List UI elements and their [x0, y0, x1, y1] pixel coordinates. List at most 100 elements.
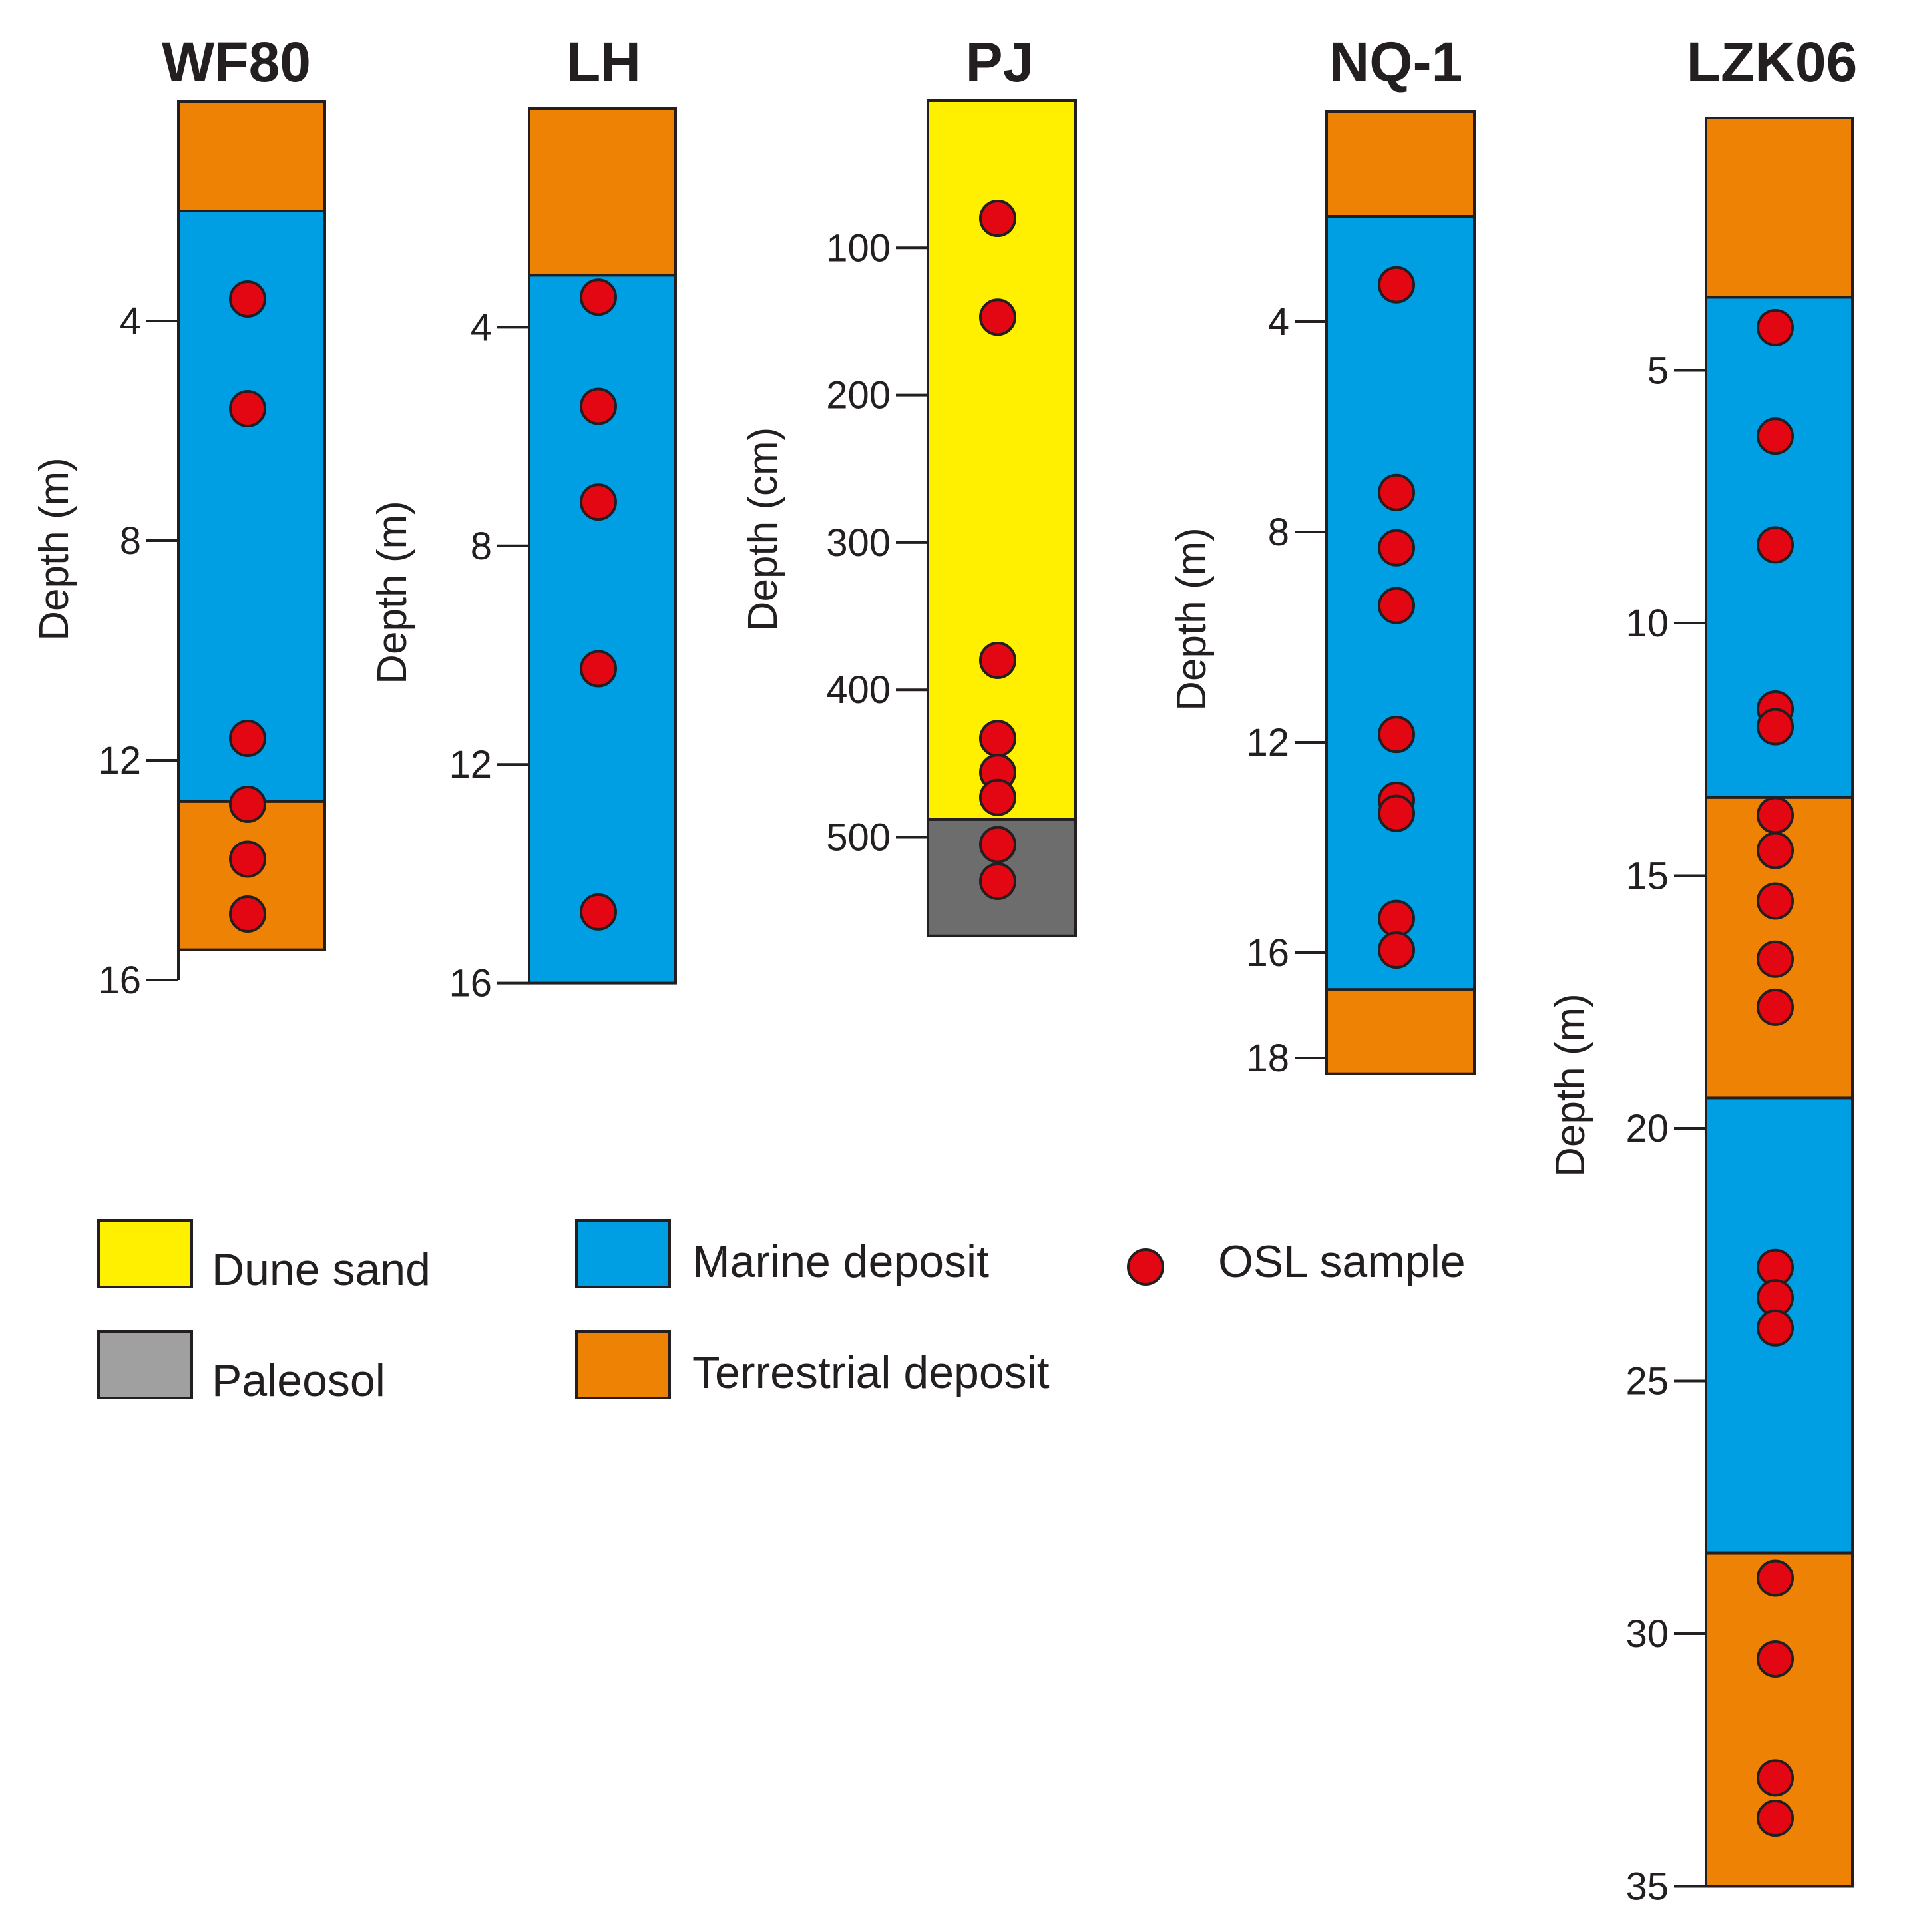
legend-label: Dune sand	[212, 1244, 431, 1295]
core-columns: WF80 Depth (m) 4 8 12 16 LH Depth (m) 4 8 12 16 PJ De…	[31, 31, 1857, 1909]
layer-terrestrial	[1325, 110, 1476, 218]
core-title: LZK06	[1687, 31, 1858, 93]
osl-sample-point	[1378, 931, 1415, 969]
osl-sample-point	[1757, 988, 1794, 1026]
osl-sample-point	[580, 278, 617, 316]
osl-sample-point	[1757, 1309, 1794, 1347]
y-tick-label: 400	[826, 668, 891, 712]
legend-swatch	[97, 1330, 193, 1399]
osl-sample-point	[1757, 832, 1794, 869]
legend-label: OSL sample	[1218, 1236, 1466, 1287]
layer-terrestrial	[528, 107, 677, 277]
y-axis-label: Depth (cm)	[740, 427, 786, 632]
osl-sample-point	[1378, 899, 1415, 937]
y-tick-label: 16	[449, 962, 492, 1005]
osl-sample-point	[1757, 796, 1794, 834]
osl-sample-point	[1757, 1640, 1794, 1678]
osl-sample-point	[229, 280, 266, 318]
legend-swatch	[97, 1219, 193, 1288]
y-tick-label: 5	[1647, 350, 1669, 393]
layer-marine	[528, 274, 677, 985]
osl-sample-point	[229, 720, 266, 757]
core-pj: PJ Depth (cm) 100 200 300 400 500	[740, 31, 1077, 937]
osl-sample-point	[1378, 794, 1415, 832]
y-tick-label: 8	[120, 519, 141, 563]
osl-sample-point	[580, 387, 617, 425]
osl-sample-point	[229, 390, 266, 427]
y-tick-label: 4	[120, 300, 141, 343]
y-tick-label: 18	[1246, 1037, 1289, 1080]
osl-sample-point	[1757, 882, 1794, 920]
osl-sample-point	[1378, 529, 1415, 567]
y-tick-label: 12	[449, 743, 492, 786]
y-tick-label: 10	[1625, 602, 1669, 645]
y-tick-label: 200	[826, 374, 891, 417]
core-title: WF80	[162, 31, 311, 93]
osl-sample-point	[1757, 1759, 1794, 1797]
y-tick-label: 20	[1625, 1107, 1669, 1150]
osl-sample-point	[1757, 708, 1794, 746]
y-axis-label: Depth (m)	[369, 501, 415, 684]
core-lh: LH Depth (m) 4 8 12 16	[369, 31, 677, 1005]
legend-swatch	[575, 1330, 671, 1399]
osl-sample-point	[1757, 940, 1794, 978]
core-title: PJ	[966, 31, 1034, 93]
osl-sample-point	[1757, 308, 1794, 346]
legend-item-paleosol: Paleosol	[97, 1330, 385, 1406]
core-lzk06: LZK06 Depth (m) 5 10 15 20 25 30 35	[1548, 31, 1857, 1909]
osl-sample-point	[979, 778, 1016, 816]
osl-sample-point	[1757, 1559, 1794, 1597]
osl-sample-point	[1757, 1800, 1794, 1837]
layer-terrestrial	[1325, 988, 1476, 1075]
y-tick-label: 25	[1625, 1360, 1669, 1403]
legend-item-osl: OSL sample	[1127, 1236, 1466, 1287]
y-tick-label: 100	[826, 226, 891, 270]
y-tick-label: 35	[1625, 1865, 1669, 1909]
y-tick-label: 8	[471, 525, 492, 568]
legend-label: Marine deposit	[692, 1236, 989, 1287]
osl-sample-point	[229, 840, 266, 878]
osl-sample-point	[580, 483, 617, 521]
y-tick-label: 12	[1246, 721, 1289, 764]
osl-sample-point	[1378, 266, 1415, 304]
y-tick-label: 16	[98, 959, 141, 1002]
y-axis-label: Depth (m)	[1548, 993, 1593, 1177]
y-tick-label: 8	[1268, 511, 1289, 554]
legend-swatch	[575, 1219, 671, 1288]
osl-sample-point	[1757, 526, 1794, 564]
core-title: NQ-1	[1329, 31, 1463, 93]
legend: Dune sand Paleosol Marine deposit Terrestri…	[97, 1219, 1466, 1406]
osl-sample-point	[1757, 417, 1794, 455]
legend-swatch	[1127, 1248, 1164, 1286]
y-tick-label: 30	[1625, 1612, 1669, 1656]
legend-item-terrestrial: Terrestrial deposit	[575, 1330, 1050, 1399]
y-axis-label: Depth (m)	[31, 457, 77, 641]
osl-sample-point	[979, 641, 1016, 679]
y-tick-label: 15	[1625, 855, 1669, 898]
osl-sample-point	[1378, 587, 1415, 624]
osl-sample-point	[580, 893, 617, 931]
legend-label: Paleosol	[212, 1355, 385, 1406]
core-wf80: WF80 Depth (m) 4 8 12 16	[31, 31, 326, 1002]
y-tick-label: 4	[1268, 300, 1289, 344]
osl-sample-point	[229, 786, 266, 823]
legend-item-dune-sand: Dune sand	[97, 1219, 431, 1295]
core-nq-1: NQ-1 Depth (m) 4 8 12 16 18	[1169, 31, 1476, 1080]
osl-sample-point	[979, 298, 1016, 336]
osl-sample-point	[1378, 716, 1415, 754]
layer-terrestrial	[1705, 117, 1854, 299]
y-tick-label: 4	[471, 306, 492, 349]
osl-sample-point	[979, 862, 1016, 900]
legend-item-marine: Marine deposit	[575, 1219, 989, 1288]
osl-sample-point	[979, 200, 1016, 238]
osl-sample-point	[1378, 473, 1415, 511]
layer-terrestrial	[177, 100, 326, 212]
osl-sample-point	[979, 720, 1016, 758]
osl-sample-point	[979, 826, 1016, 863]
osl-sample-point	[229, 895, 266, 933]
core-title: LH	[566, 31, 641, 93]
legend-label: Terrestrial deposit	[692, 1347, 1050, 1398]
y-tick-label: 500	[826, 816, 891, 859]
y-tick-label: 12	[98, 739, 141, 782]
